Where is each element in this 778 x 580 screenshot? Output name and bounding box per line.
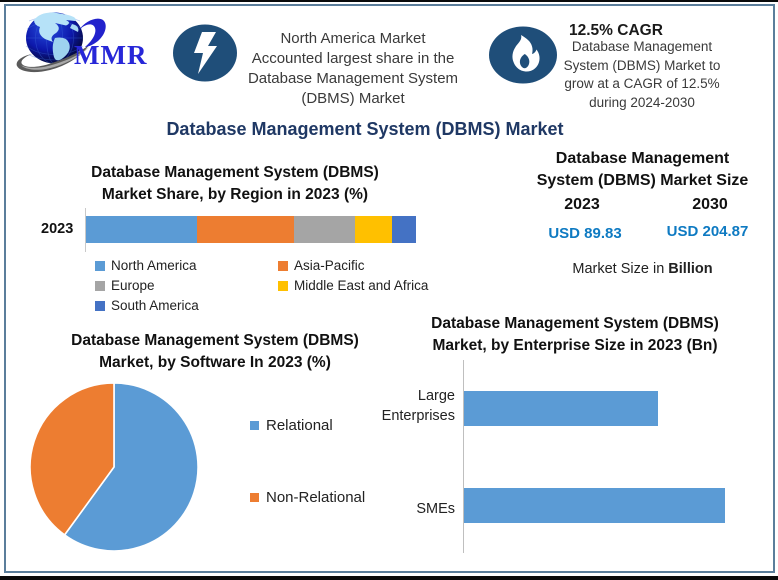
svg-text:MMR: MMR — [74, 40, 147, 70]
